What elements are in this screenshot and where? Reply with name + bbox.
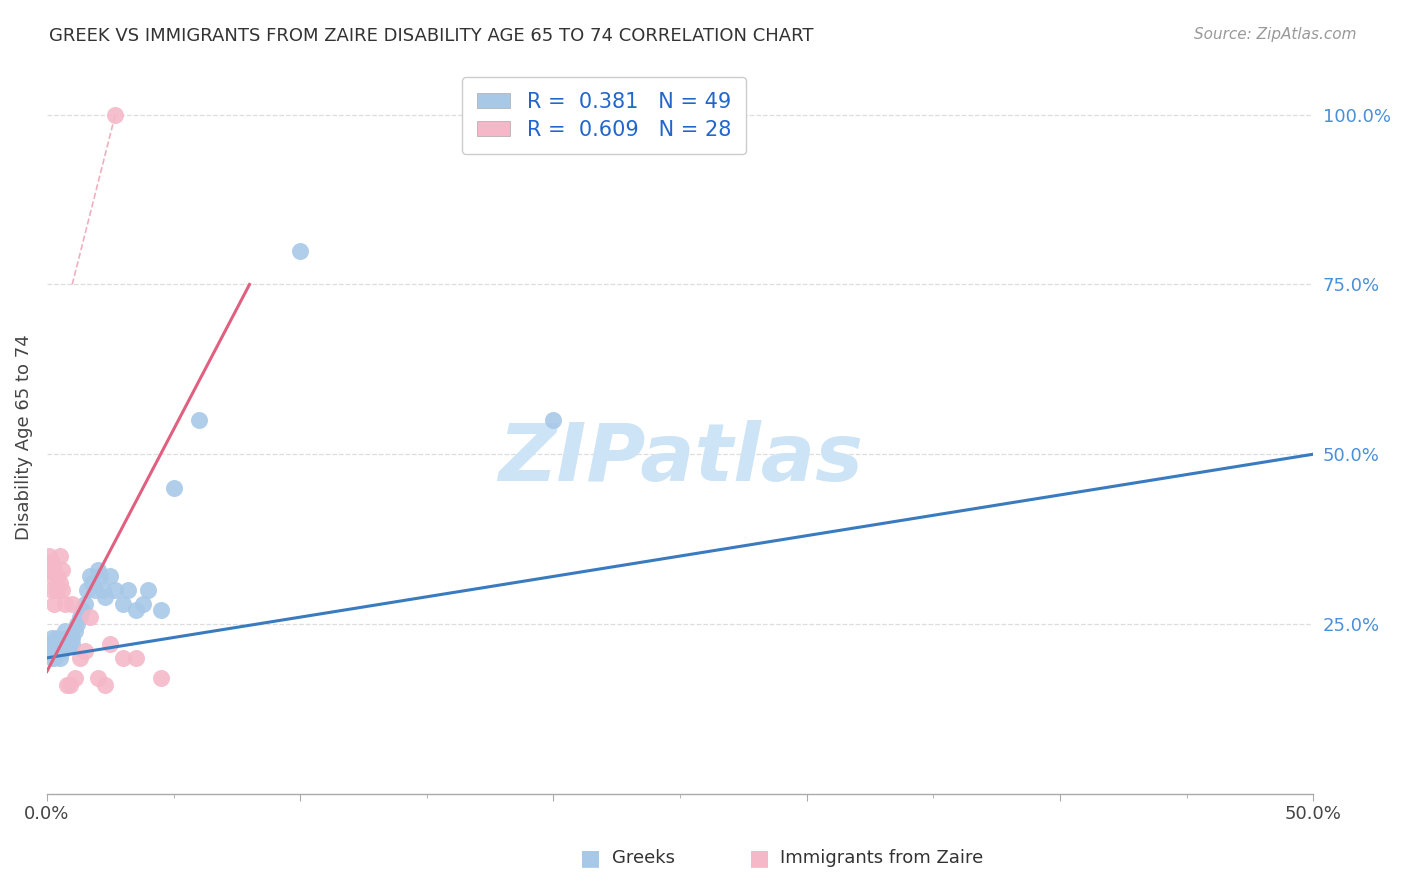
Point — [48, 549, 70, 563]
Point — [51, 637, 73, 651]
Point — [44, 644, 66, 658]
Point — [111, 651, 134, 665]
Point — [51, 644, 73, 658]
Point — [86, 563, 108, 577]
Point — [41, 631, 63, 645]
Point — [51, 563, 73, 577]
Point — [104, 108, 127, 122]
Point — [91, 582, 114, 597]
Point — [162, 481, 184, 495]
Point — [60, 597, 83, 611]
Point — [41, 651, 63, 665]
Point — [44, 597, 66, 611]
Point — [59, 631, 82, 645]
Point — [543, 413, 565, 427]
Point — [76, 582, 98, 597]
Point — [38, 637, 60, 651]
Point — [41, 556, 63, 570]
Point — [149, 671, 172, 685]
Point — [48, 644, 70, 658]
Point — [98, 637, 121, 651]
Text: GREEK VS IMMIGRANTS FROM ZAIRE DISABILITY AGE 65 TO 74 CORRELATION CHART: GREEK VS IMMIGRANTS FROM ZAIRE DISABILIT… — [49, 27, 814, 45]
Text: ■: ■ — [749, 848, 769, 868]
Point — [44, 651, 66, 665]
Point — [56, 678, 79, 692]
Point — [73, 597, 96, 611]
Point — [56, 631, 79, 645]
Point — [41, 637, 63, 651]
Point — [38, 563, 60, 577]
Point — [51, 582, 73, 597]
Point — [41, 582, 63, 597]
Point — [59, 678, 82, 692]
Point — [44, 563, 66, 577]
Point — [94, 678, 117, 692]
Point — [56, 637, 79, 651]
Point — [46, 631, 69, 645]
Point — [124, 651, 146, 665]
Point — [89, 569, 111, 583]
Point — [46, 637, 69, 651]
Point — [69, 610, 91, 624]
Point — [69, 651, 91, 665]
Point — [63, 671, 86, 685]
Point — [48, 576, 70, 591]
Point — [59, 637, 82, 651]
Point — [66, 616, 89, 631]
Point — [132, 597, 155, 611]
Point — [44, 637, 66, 651]
Point — [117, 582, 139, 597]
Point — [38, 549, 60, 563]
Point — [46, 644, 69, 658]
Text: Greeks: Greeks — [612, 849, 675, 867]
Point — [63, 624, 86, 638]
Point — [104, 582, 127, 597]
Point — [82, 576, 104, 591]
Point — [111, 597, 134, 611]
Point — [187, 413, 209, 427]
Point — [124, 603, 146, 617]
Legend: R =  0.381   N = 49, R =  0.609   N = 28: R = 0.381 N = 49, R = 0.609 N = 28 — [463, 77, 745, 154]
Y-axis label: Disability Age 65 to 74: Disability Age 65 to 74 — [15, 334, 32, 540]
Point — [46, 582, 69, 597]
Point — [53, 637, 76, 651]
Point — [149, 603, 172, 617]
Point — [53, 624, 76, 638]
Point — [79, 610, 101, 624]
Point — [98, 569, 121, 583]
Point — [84, 582, 107, 597]
Point — [53, 597, 76, 611]
Text: Immigrants from Zaire: Immigrants from Zaire — [780, 849, 984, 867]
Point — [94, 590, 117, 604]
Point — [48, 637, 70, 651]
Point — [73, 644, 96, 658]
Point — [136, 582, 159, 597]
Point — [41, 569, 63, 583]
Point — [79, 569, 101, 583]
Text: ■: ■ — [581, 848, 600, 868]
Text: Source: ZipAtlas.com: Source: ZipAtlas.com — [1194, 27, 1357, 42]
Point — [288, 244, 311, 258]
Point — [38, 556, 60, 570]
Text: ZIPatlas: ZIPatlas — [498, 419, 863, 498]
Point — [46, 569, 69, 583]
Point — [86, 671, 108, 685]
Point — [60, 637, 83, 651]
Point — [38, 644, 60, 658]
Point — [72, 603, 94, 617]
Point — [60, 631, 83, 645]
Point — [48, 651, 70, 665]
